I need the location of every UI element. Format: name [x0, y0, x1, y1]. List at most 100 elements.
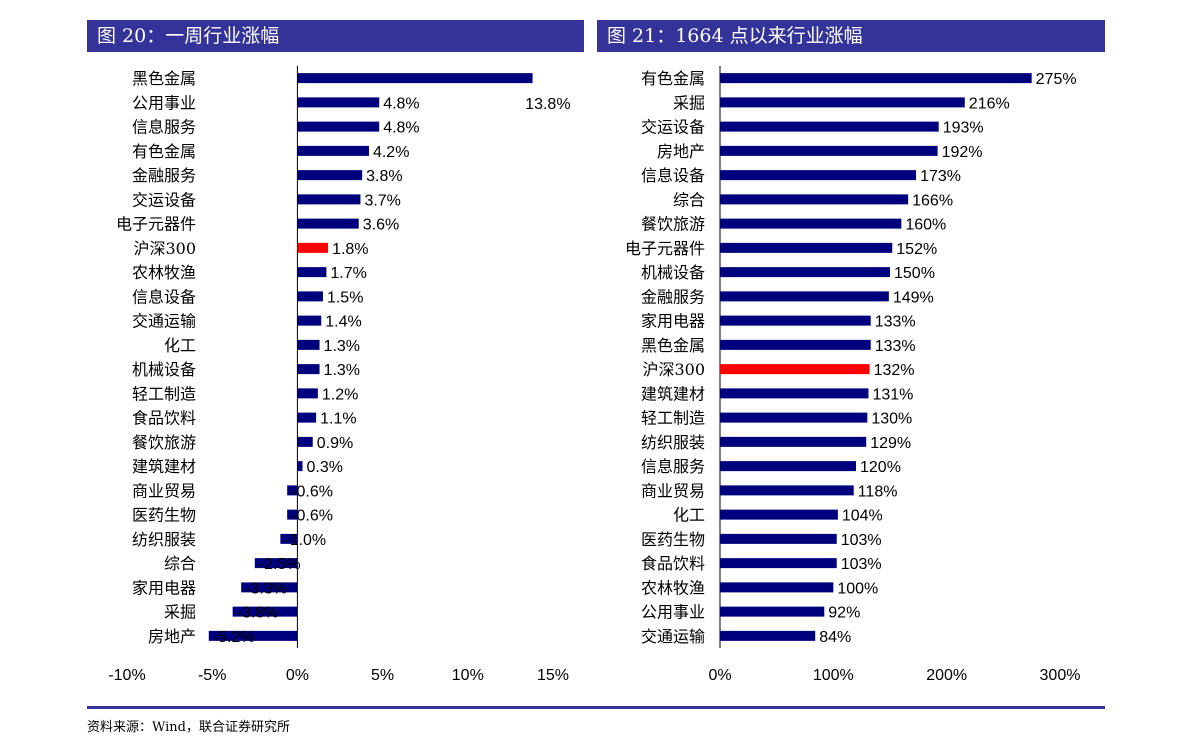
category-label: 纺织服装: [641, 433, 705, 452]
bar: [297, 267, 327, 278]
bar: [720, 145, 938, 156]
value-label: 92%: [828, 605, 860, 622]
category-label: 食品饮料: [132, 409, 196, 428]
bar: [280, 533, 298, 544]
category-label: 沪深300: [133, 239, 196, 258]
bar: [287, 509, 298, 520]
category-label: 化工: [164, 336, 196, 355]
bar: [720, 582, 834, 593]
value-label: 0.9%: [317, 435, 353, 452]
bar: [241, 582, 298, 593]
category-label: 信息设备: [641, 166, 705, 185]
bar: [720, 388, 869, 399]
bar: [297, 121, 380, 132]
category-label: 农林牧渔: [641, 578, 705, 597]
category-label: 电子元器件: [625, 239, 705, 258]
value-label: 104%: [842, 508, 883, 525]
bar-highlight-hs300: [297, 242, 329, 253]
value-label: 4.2%: [373, 144, 409, 161]
chart-title-right: 图 21：1664 点以来行业涨幅: [597, 20, 1105, 52]
bar: [720, 218, 902, 229]
x-tick-label: -10%: [108, 667, 145, 684]
source-note: 资料来源：Wind，联合证券研究所: [87, 720, 290, 735]
category-label: 房地产: [148, 627, 196, 646]
x-tick-label: 5%: [371, 667, 394, 684]
category-label: 金融服务: [641, 287, 705, 306]
value-label: 84%: [819, 629, 851, 646]
bar: [720, 461, 856, 472]
value-label: 1.4%: [325, 314, 361, 331]
bar-highlight-hs300: [720, 364, 870, 375]
x-tick-label: 15%: [537, 667, 569, 684]
value-label: 275%: [1036, 71, 1077, 88]
bar: [720, 412, 868, 423]
bar: [720, 121, 939, 132]
bar: [297, 73, 533, 84]
x-tick-label: 200%: [926, 667, 967, 684]
category-label: 采掘: [164, 603, 196, 622]
bar: [720, 267, 890, 278]
bar: [297, 145, 369, 156]
bar: [297, 388, 318, 399]
value-label: 1.2%: [322, 386, 358, 403]
bar: [720, 73, 1032, 84]
category-label: 商业贸易: [132, 481, 196, 500]
category-label: 农林牧渔: [132, 263, 196, 282]
bar: [720, 194, 909, 205]
category-label: 金融服务: [132, 166, 196, 185]
bar: [297, 436, 313, 447]
value-label: 103%: [841, 556, 882, 573]
bar: [720, 339, 871, 350]
value-label: 3.8%: [366, 168, 402, 185]
value-label: 193%: [943, 120, 984, 137]
bar: [720, 630, 816, 641]
bar: [720, 509, 838, 520]
category-label: 餐饮旅游: [132, 433, 196, 452]
category-label: 沪深300: [642, 360, 705, 379]
value-label: 118%: [858, 483, 898, 500]
bottom-divider: [87, 706, 1105, 709]
category-label: 家用电器: [641, 312, 705, 331]
value-label: -3.8%: [237, 605, 279, 622]
bar: [297, 97, 380, 108]
value-label: 131%: [872, 386, 913, 403]
value-label: -0.6%: [291, 483, 333, 500]
bar: [720, 485, 854, 496]
bar: [297, 170, 363, 181]
value-label: 216%: [969, 95, 1010, 112]
value-label: 150%: [894, 265, 935, 282]
bar: [720, 533, 837, 544]
value-label: 4.8%: [383, 120, 419, 137]
category-label: 食品饮料: [641, 554, 705, 573]
category-label: 交通运输: [641, 627, 705, 646]
bar: [720, 436, 867, 447]
value-label: 0.3%: [307, 459, 343, 476]
bar: [254, 558, 298, 569]
category-label: 交运设备: [641, 118, 705, 137]
chart-title-left: 图 20：一周行业涨幅: [87, 20, 584, 52]
value-label: 1.7%: [330, 265, 366, 282]
value-label: 100%: [837, 580, 878, 597]
weekly-industry-gain-chart: 黑色金属 13.8% 公用事业 4.8% 信息服务 4.8% 有色金属 4.2% 金融服务 3.8…: [108, 66, 571, 684]
value-label: 129%: [870, 435, 911, 452]
value-label: -3.3%: [245, 580, 287, 597]
x-tick-label: 300%: [1040, 667, 1081, 684]
value-label: 3.7%: [364, 192, 400, 209]
category-label: 公用事业: [132, 93, 196, 112]
category-label: 公用事业: [641, 603, 705, 622]
category-label: 房地产: [657, 142, 705, 161]
value-label: 160%: [905, 217, 946, 234]
cumulative-industry-gain-chart: 有色金属 275% 采掘 216% 交运设备 193% 房地产 192% 信息设备 173% 综合 1…: [625, 66, 1081, 684]
category-label: 采掘: [673, 93, 705, 112]
value-label: 130%: [871, 411, 912, 428]
category-label: 有色金属: [132, 142, 196, 161]
value-label: -1.0%: [284, 532, 326, 549]
category-label: 建筑建材: [132, 457, 196, 476]
bar: [297, 339, 320, 350]
category-label: 有色金属: [641, 69, 705, 88]
category-label: 机械设备: [132, 360, 196, 379]
category-label: 信息服务: [641, 457, 705, 476]
category-label: 轻工制造: [132, 384, 196, 403]
value-label: -5.2%: [213, 629, 255, 646]
category-label: 信息服务: [132, 118, 196, 137]
